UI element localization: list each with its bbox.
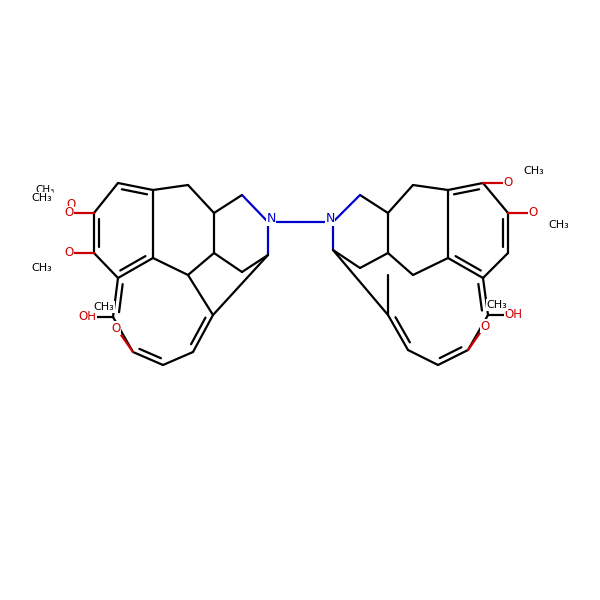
Text: O: O bbox=[503, 176, 513, 190]
Text: CH₃: CH₃ bbox=[31, 263, 52, 273]
Text: CH₃: CH₃ bbox=[523, 166, 544, 176]
Text: O: O bbox=[64, 247, 73, 259]
Text: O: O bbox=[529, 206, 538, 220]
Text: O: O bbox=[67, 197, 76, 211]
Text: OH: OH bbox=[79, 311, 97, 323]
Text: N: N bbox=[325, 212, 335, 226]
Text: CH₃: CH₃ bbox=[94, 302, 115, 312]
Text: O: O bbox=[480, 320, 490, 332]
Text: O: O bbox=[112, 322, 121, 335]
Text: N: N bbox=[266, 212, 275, 226]
Text: CH₃: CH₃ bbox=[35, 185, 55, 195]
Text: CH₃: CH₃ bbox=[31, 193, 52, 203]
Text: CH₃: CH₃ bbox=[487, 300, 507, 310]
Text: OH: OH bbox=[504, 308, 522, 322]
Text: O: O bbox=[64, 206, 73, 220]
Text: CH₃: CH₃ bbox=[548, 220, 569, 230]
